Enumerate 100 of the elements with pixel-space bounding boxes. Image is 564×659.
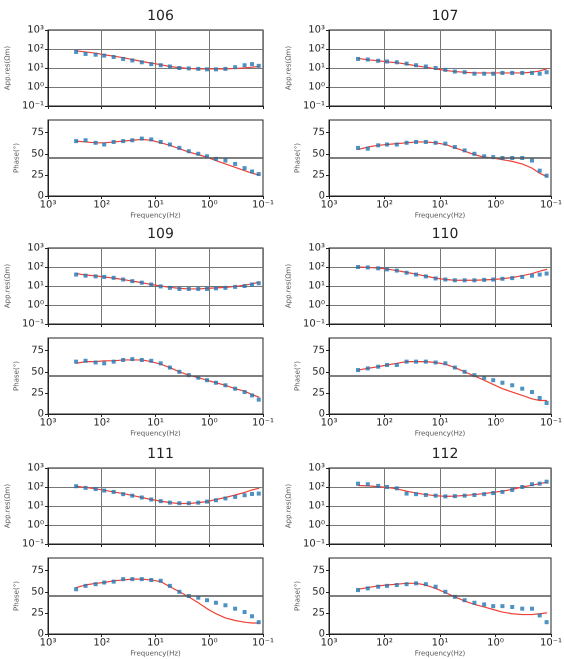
chart-title: 109 xyxy=(147,226,174,242)
point xyxy=(356,265,360,269)
point xyxy=(102,54,106,58)
point xyxy=(84,486,88,490)
point xyxy=(366,146,370,151)
point xyxy=(434,360,438,364)
point xyxy=(140,136,144,141)
y-tick-label: 10³ xyxy=(27,462,44,474)
y-tick-label: 0 xyxy=(38,190,44,202)
point xyxy=(491,277,496,282)
y-tick-label: 10¹ xyxy=(308,62,325,74)
point xyxy=(94,360,98,364)
y-tick-label: 10⁻¹ xyxy=(22,318,44,330)
point xyxy=(205,286,210,291)
point xyxy=(366,58,370,62)
x-tick-label: 10² xyxy=(376,638,393,648)
point xyxy=(443,68,448,72)
point xyxy=(500,380,504,385)
y-tick-label: 10² xyxy=(308,262,325,272)
point xyxy=(424,360,428,364)
point xyxy=(414,63,418,68)
point xyxy=(491,491,496,496)
y-tick-label: 25 xyxy=(312,607,325,618)
chart-title: 110 xyxy=(432,226,458,242)
point xyxy=(394,363,399,368)
point xyxy=(214,380,218,385)
point xyxy=(196,500,200,505)
point xyxy=(168,142,172,146)
point xyxy=(140,577,144,582)
chart-title: 112 xyxy=(432,446,458,462)
point xyxy=(242,493,247,498)
point xyxy=(462,370,467,374)
point xyxy=(376,143,380,148)
x-tick-label: 10¹ xyxy=(432,638,448,648)
y-tick-label: 75 xyxy=(312,127,325,138)
point xyxy=(223,286,228,290)
point xyxy=(452,145,457,150)
y-tick-label: 10⁰ xyxy=(308,300,325,310)
point xyxy=(74,272,78,277)
y-tick-label: 10⁻¹ xyxy=(22,538,44,550)
x-tick-label: 10² xyxy=(93,418,110,428)
y-tick-label: 10² xyxy=(308,44,325,54)
point xyxy=(158,361,163,366)
y-tick-label: 10⁰ xyxy=(27,82,44,92)
point xyxy=(443,590,448,594)
y-tick-label: 10⁰ xyxy=(308,520,325,530)
point xyxy=(443,142,448,146)
point xyxy=(510,604,514,609)
y-tick-label: 10⁻¹ xyxy=(22,100,44,112)
y-tick-label: 50 xyxy=(31,586,44,598)
point xyxy=(233,284,238,289)
point xyxy=(205,378,210,382)
point xyxy=(385,485,390,489)
y-tick-label: 75 xyxy=(31,565,44,576)
point xyxy=(158,578,163,583)
y-tick-label: 0 xyxy=(38,628,44,640)
point xyxy=(149,62,154,66)
point xyxy=(356,368,360,372)
point xyxy=(149,497,154,502)
point xyxy=(186,149,191,154)
point xyxy=(530,70,534,75)
x-tick-label: 10² xyxy=(376,418,393,428)
point xyxy=(177,286,182,291)
point xyxy=(376,58,380,63)
y-tick-label: 10⁰ xyxy=(308,82,325,92)
x-tick-label: 10⁻¹ xyxy=(252,418,274,428)
point xyxy=(223,603,228,608)
point xyxy=(443,361,448,366)
point xyxy=(462,148,467,152)
x-tick-label: 10⁻¹ xyxy=(540,418,562,428)
point xyxy=(233,65,238,70)
point xyxy=(149,137,154,142)
point xyxy=(530,274,534,278)
point xyxy=(130,279,134,284)
point xyxy=(84,274,88,278)
point xyxy=(462,70,467,74)
point xyxy=(500,276,504,281)
point xyxy=(214,67,218,72)
point xyxy=(394,486,399,490)
y-tick-label: 10¹ xyxy=(308,280,325,292)
point xyxy=(452,278,457,282)
y-tick-label: 0 xyxy=(318,628,325,640)
point xyxy=(462,494,467,498)
point xyxy=(94,140,98,145)
y-tick-label: 0 xyxy=(318,190,325,202)
point xyxy=(356,588,360,592)
point xyxy=(186,286,191,291)
point xyxy=(530,390,534,394)
x-tick-label: 10⁻¹ xyxy=(540,200,562,210)
point xyxy=(121,577,126,582)
x-tick-label: 10⁰ xyxy=(200,418,218,428)
point xyxy=(130,577,134,582)
point xyxy=(404,62,409,66)
point xyxy=(177,66,182,70)
point xyxy=(530,606,534,611)
point xyxy=(84,52,88,56)
x-tick-label: 10⁰ xyxy=(200,200,218,210)
point xyxy=(356,146,360,150)
point xyxy=(385,142,390,146)
point xyxy=(376,484,380,488)
